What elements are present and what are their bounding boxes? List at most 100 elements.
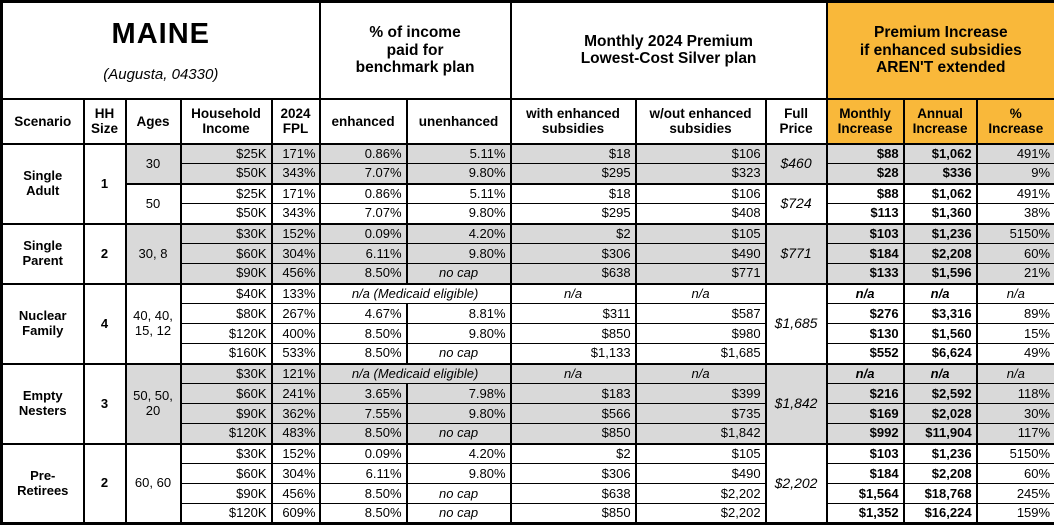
cell-unenhanced: no cap xyxy=(407,504,511,524)
cell-scenario: Single Adult xyxy=(2,144,84,224)
cell-annual-increase: $336 xyxy=(904,164,977,184)
cell-annual-increase: n/a xyxy=(904,364,977,384)
cell-income: $30K xyxy=(181,364,272,384)
col-header-hh-size: HH Size xyxy=(84,99,126,144)
cell-pct-increase: 118% xyxy=(977,384,1054,404)
cell-hh-size: 3 xyxy=(84,364,126,444)
cell-unenhanced: no cap xyxy=(407,424,511,444)
cell-unenhanced: 5.11% xyxy=(407,184,511,204)
cell-with-subsidies: n/a xyxy=(511,364,636,384)
col-header-2024-fpl: 2024 FPL xyxy=(272,99,320,144)
cell-monthly-increase: $88 xyxy=(827,184,904,204)
cell-enhanced: 0.09% xyxy=(320,224,407,244)
cell-enhanced: 8.50% xyxy=(320,324,407,344)
cell-income: $40K xyxy=(181,284,272,304)
cell-enhanced: 0.09% xyxy=(320,444,407,464)
cell-monthly-increase: $216 xyxy=(827,384,904,404)
cell-pct-increase: 491% xyxy=(977,184,1054,204)
cell-monthly-increase: $184 xyxy=(827,244,904,264)
cell-wout-subsidies: $1,842 xyxy=(636,424,766,444)
cell-monthly-increase: n/a xyxy=(827,284,904,304)
cell-fpl: 483% xyxy=(272,424,320,444)
cell-annual-increase: $2,208 xyxy=(904,244,977,264)
cell-wout-subsidies: $2,202 xyxy=(636,484,766,504)
cell-monthly-increase: $133 xyxy=(827,264,904,284)
section-header-premium-increase: Premium Increase if enhanced subsidies A… xyxy=(827,2,1054,99)
cell-medicaid-note: n/a (Medicaid eligible) xyxy=(320,364,511,384)
cell-pct-increase: 5150% xyxy=(977,224,1054,244)
cell-ages: 30, 8 xyxy=(126,224,181,284)
cell-unenhanced: 9.80% xyxy=(407,244,511,264)
cell-with-subsidies: $2 xyxy=(511,224,636,244)
cell-pct-increase: 89% xyxy=(977,304,1054,324)
table-title-cell: MAINE (Augusta, 04330) xyxy=(2,2,320,99)
cell-enhanced: 8.50% xyxy=(320,264,407,284)
cell-full-price: $724 xyxy=(766,184,827,224)
cell-pct-increase: 5150% xyxy=(977,444,1054,464)
cell-annual-increase: $2,208 xyxy=(904,464,977,484)
cell-pct-increase: 21% xyxy=(977,264,1054,284)
cell-hh-size: 1 xyxy=(84,144,126,224)
cell-income: $60K xyxy=(181,464,272,484)
cell-medicaid-note: n/a (Medicaid eligible) xyxy=(320,284,511,304)
table-header-band: MAINE (Augusta, 04330) % of income paid … xyxy=(2,2,1054,99)
cell-hh-size: 4 xyxy=(84,284,126,364)
cell-unenhanced: no cap xyxy=(407,484,511,504)
cell-enhanced: 7.07% xyxy=(320,164,407,184)
cell-with-subsidies: $2 xyxy=(511,444,636,464)
cell-income: $90K xyxy=(181,484,272,504)
section-header-income-pct: % of income paid for benchmark plan xyxy=(320,2,511,99)
cell-with-subsidies: $295 xyxy=(511,164,636,184)
cell-monthly-increase: $992 xyxy=(827,424,904,444)
cell-income: $60K xyxy=(181,244,272,264)
cell-pct-increase: 49% xyxy=(977,344,1054,364)
cell-monthly-increase: $552 xyxy=(827,344,904,364)
cell-fpl: 609% xyxy=(272,504,320,524)
cell-scenario: Empty Nesters xyxy=(2,364,84,444)
cell-income: $50K xyxy=(181,204,272,224)
cell-pct-increase: 15% xyxy=(977,324,1054,344)
cell-fpl: 152% xyxy=(272,444,320,464)
cell-wout-subsidies: $735 xyxy=(636,404,766,424)
cell-fpl: 400% xyxy=(272,324,320,344)
cell-with-subsidies: $306 xyxy=(511,464,636,484)
cell-with-subsidies: $18 xyxy=(511,144,636,164)
cell-annual-increase: n/a xyxy=(904,284,977,304)
cell-pct-increase: 245% xyxy=(977,484,1054,504)
cell-annual-increase: $2,028 xyxy=(904,404,977,424)
cell-wout-subsidies: $980 xyxy=(636,324,766,344)
cell-fpl: 456% xyxy=(272,484,320,504)
cell-wout-subsidies: $2,202 xyxy=(636,504,766,524)
cell-wout-subsidies: $323 xyxy=(636,164,766,184)
cell-monthly-increase: $130 xyxy=(827,324,904,344)
cell-unenhanced: no cap xyxy=(407,344,511,364)
cell-enhanced: 8.50% xyxy=(320,484,407,504)
cell-pct-increase: 159% xyxy=(977,504,1054,524)
cell-scenario: Single Parent xyxy=(2,224,84,284)
cell-income: $60K xyxy=(181,384,272,404)
cell-annual-increase: $1,596 xyxy=(904,264,977,284)
cell-annual-increase: $3,316 xyxy=(904,304,977,324)
cell-fpl: 343% xyxy=(272,204,320,224)
cell-monthly-increase: $184 xyxy=(827,464,904,484)
cell-scenario: Nuclear Family xyxy=(2,284,84,364)
cell-ages: 30 xyxy=(126,144,181,184)
cell-ages: 50, 50, 20 xyxy=(126,364,181,444)
cell-with-subsidies: $638 xyxy=(511,484,636,504)
cell-unenhanced: 9.80% xyxy=(407,324,511,344)
cell-with-subsidies: $183 xyxy=(511,384,636,404)
cell-wout-subsidies: $106 xyxy=(636,184,766,204)
cell-fpl: 362% xyxy=(272,404,320,424)
cell-enhanced: 0.86% xyxy=(320,184,407,204)
table-row: Empty Nesters 3 50, 50, 20 $30K 121% n/a… xyxy=(2,364,1054,384)
col-header-enhanced: enhanced xyxy=(320,99,407,144)
cell-income: $120K xyxy=(181,424,272,444)
cell-fpl: 456% xyxy=(272,264,320,284)
table-row: Pre- Retirees 2 60, 60 $30K 152% 0.09% 4… xyxy=(2,444,1054,464)
cell-income: $160K xyxy=(181,344,272,364)
cell-annual-increase: $1,236 xyxy=(904,224,977,244)
col-header-ages: Ages xyxy=(126,99,181,144)
cell-with-subsidies: $1,133 xyxy=(511,344,636,364)
cell-annual-increase: $1,560 xyxy=(904,324,977,344)
cell-pct-increase: 30% xyxy=(977,404,1054,424)
